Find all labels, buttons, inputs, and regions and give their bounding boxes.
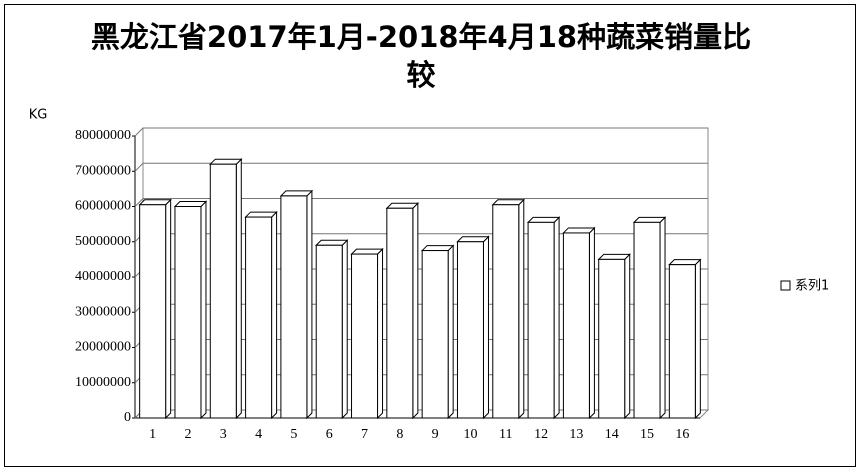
bar-top <box>138 199 172 206</box>
bar <box>456 241 484 419</box>
y-tick-label: 80000000 <box>75 128 131 143</box>
bar-side <box>553 216 560 420</box>
bar <box>492 204 520 419</box>
x-tick-label: 9 <box>432 427 439 442</box>
legend-swatch <box>780 280 791 291</box>
bar <box>633 221 661 419</box>
bar-top <box>350 248 384 255</box>
bar-side <box>271 210 278 420</box>
x-tick-label: 7 <box>361 427 368 442</box>
bar <box>315 244 343 419</box>
x-tick-label: 10 <box>463 427 477 442</box>
bar <box>245 216 273 419</box>
bar-top <box>526 216 561 223</box>
x-tick-label: 5 <box>290 427 297 442</box>
bar-side <box>412 202 419 420</box>
bar-top <box>632 216 667 223</box>
y-tick-label: 50000000 <box>75 234 131 249</box>
x-tick-label: 6 <box>326 427 333 442</box>
bar-side <box>588 226 595 420</box>
bar-top <box>597 253 631 260</box>
y-tick-label: 10000000 <box>75 375 131 390</box>
bar-top <box>173 201 208 207</box>
bar-top <box>668 259 702 266</box>
grid-line <box>134 127 708 137</box>
x-tick-label: 1 <box>149 427 156 442</box>
bar-side <box>235 157 242 420</box>
y-axis-label: KG <box>29 108 48 123</box>
x-tick-label: 12 <box>534 427 548 442</box>
bar <box>421 250 449 419</box>
bar <box>351 253 379 419</box>
y-tick-label: 20000000 <box>75 340 131 355</box>
bar-side <box>200 200 207 420</box>
grid-line <box>134 162 708 172</box>
bar-side <box>377 247 384 420</box>
x-tick-label: 14 <box>605 427 619 442</box>
bar <box>668 264 696 419</box>
bar-top <box>491 199 525 206</box>
x-tick-label: 2 <box>184 427 191 442</box>
bar-side <box>341 239 348 420</box>
grid-line <box>134 198 708 207</box>
x-tick-label: 11 <box>499 427 512 442</box>
x-tick-label: 15 <box>640 427 654 442</box>
bar-top <box>209 158 243 165</box>
bar-top <box>315 239 349 246</box>
x-tick-label: 16 <box>675 427 689 442</box>
y-tick-label: 60000000 <box>75 199 131 214</box>
x-tick-label: 4 <box>255 427 262 442</box>
bar <box>598 258 626 419</box>
bar <box>280 195 308 419</box>
bar-side <box>694 258 701 420</box>
bar-top <box>562 227 596 234</box>
bar-side <box>447 244 454 420</box>
x-tick-label: 8 <box>396 427 403 442</box>
chart-border <box>4 4 856 467</box>
y-tick-label: 70000000 <box>75 163 131 178</box>
bar-top <box>279 190 314 197</box>
bar <box>174 206 202 419</box>
bar-side <box>482 235 489 420</box>
bar <box>527 221 555 419</box>
bar-side <box>518 198 525 420</box>
bar-side <box>624 253 631 420</box>
bar <box>209 163 237 419</box>
bar-side <box>165 198 172 420</box>
legend-label: 系列1 <box>795 279 829 294</box>
y-tick-label: 30000000 <box>75 304 131 319</box>
chart-title: 黑龙江省2017年1月-2018年4月18种蔬菜销量比较 <box>90 20 752 92</box>
bar-top <box>385 202 420 209</box>
y-tick-label: 0 <box>124 410 131 425</box>
bar-top <box>420 245 455 252</box>
x-tick-label: 13 <box>569 427 583 442</box>
x-tick-label: 3 <box>220 427 227 442</box>
bar-side <box>659 216 666 420</box>
bar-top <box>244 211 278 218</box>
bar <box>139 204 167 419</box>
bar <box>562 232 590 419</box>
bar-side <box>306 189 313 420</box>
bar-top <box>456 236 490 243</box>
y-tick-label: 40000000 <box>75 269 131 284</box>
bar <box>386 207 414 419</box>
